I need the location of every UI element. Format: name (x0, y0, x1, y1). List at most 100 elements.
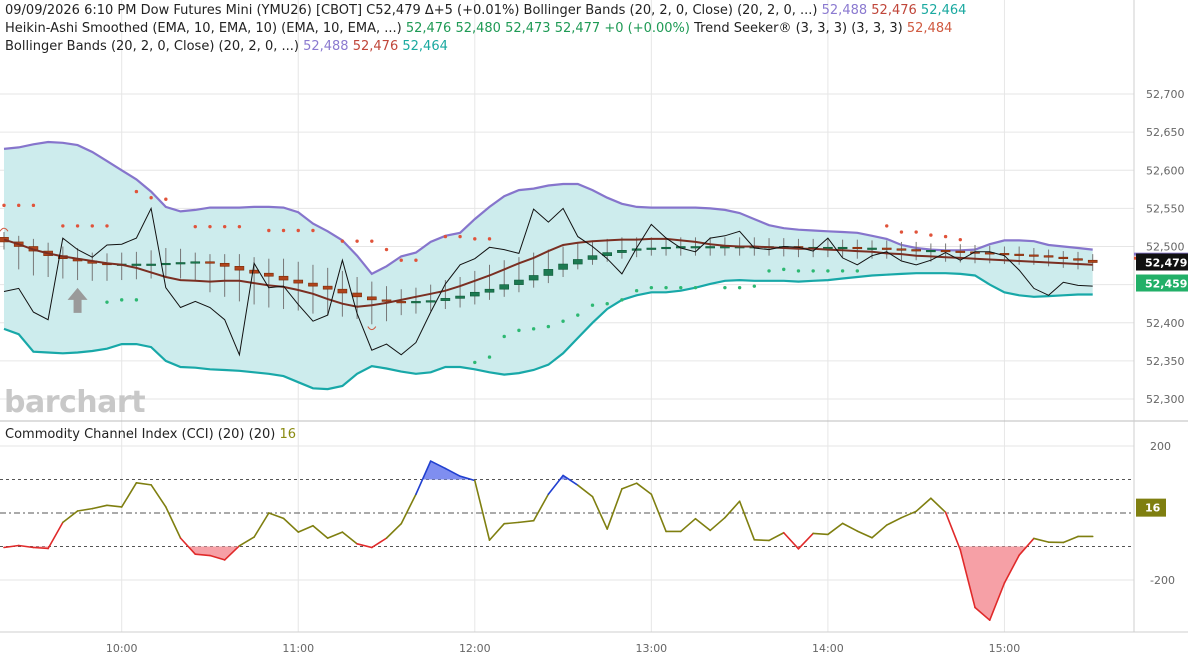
legend-ts-params: (3, 3, 3) (851, 21, 903, 36)
trend-up-arrow-icon (67, 287, 88, 313)
bollinger-middle-line (3, 237, 1093, 308)
ha-candle-down (955, 250, 966, 253)
cci-line-segment (47, 521, 64, 550)
trend-seeker-sell-dot (443, 234, 448, 239)
cci-line-segment (62, 510, 79, 524)
ha-candle-down (396, 301, 407, 304)
trend-seeker-sell-dot (473, 237, 477, 241)
cci-line-segment (679, 517, 697, 533)
close-line (3, 206, 1093, 357)
legend-line-2: Heikin-Ashi Smoothed (EMA, 10, EMA, 10) … (5, 21, 952, 37)
bollinger-lower-line (3, 272, 1093, 391)
legend-ha-params: (EMA, 10, EMA, ...) (281, 21, 402, 36)
cci-line-segment (900, 510, 917, 519)
ha-candle-down (381, 299, 392, 302)
trend-seeker-buy-dot (531, 327, 536, 331)
trend-seeker-sell-dot (105, 224, 109, 228)
bollinger-upper-line (3, 140, 1093, 276)
trend-seeker-buy-dot (502, 334, 506, 339)
cci-line-segment (532, 493, 550, 522)
cci-line-segment (871, 524, 888, 539)
cci-line-segment (179, 537, 197, 556)
cci-line-segment (341, 531, 358, 545)
trend-seeker-buy-dot (634, 289, 639, 293)
trend-seeker-sell-dot (899, 230, 904, 234)
legend-bb-upper: 52,488 (821, 3, 868, 18)
time-tick-label: 15:00 (989, 642, 1021, 655)
trend-seeker-buy-dot (576, 313, 580, 317)
trend-seeker-buy-dot (119, 298, 124, 302)
cci-line-segment (856, 530, 873, 539)
time-tick-label: 14:00 (812, 642, 844, 655)
ha-candle-down (1058, 256, 1069, 259)
trend-seeker-sell-dot (384, 247, 389, 252)
ha-candle-down (234, 266, 245, 271)
legend-ts-label[interactable]: Trend Seeker® (3, 3, 3) (694, 21, 848, 36)
cci-line-segment (738, 500, 756, 541)
ha-candle-up (926, 250, 936, 253)
cci-line-segment (209, 554, 226, 561)
ha-candle-down (219, 262, 230, 267)
ha-candle-up (617, 250, 627, 253)
legend-line-3: Bollinger Bands (20, 2, 0, Close) (20, 2… (5, 39, 448, 55)
ha-candle-up (514, 279, 524, 285)
cci-label[interactable]: Commodity Channel Index (CCI) (20) (5, 427, 245, 442)
price-tick-label: 52,500 (1146, 241, 1185, 254)
legend-bb2-params: (20, 2, 0, ...) (218, 39, 299, 54)
ha-candle-down (205, 261, 215, 264)
cci-line-segment (503, 521, 520, 525)
ha-candle-up (131, 263, 142, 266)
trend-seeker-buy-dot (487, 355, 492, 359)
ha-candle-down (352, 292, 362, 298)
ha-candle-up (690, 246, 701, 249)
cci-tick-label: 200 (1150, 440, 1171, 453)
trend-seeker-buy-dot (693, 285, 698, 290)
trend-seeker-buy-dot (649, 285, 654, 290)
cci-value-tag (1136, 498, 1166, 517)
cci-line-segment (753, 538, 770, 542)
cci-line-segment (268, 512, 285, 520)
trend-seeker-sell-dot (370, 239, 374, 243)
trend-seeker-buy-dot (796, 269, 801, 273)
ha-candle-down (337, 288, 348, 294)
ha-candle-down (881, 247, 892, 250)
cci-line-segment (223, 545, 241, 561)
cci-line-segment (1003, 554, 1020, 584)
trend-seeker-buy-dot (620, 298, 624, 302)
cci-line-segment (591, 495, 609, 530)
ha-candle-down (1014, 253, 1024, 256)
trend-seeker-sell-dot (90, 224, 94, 228)
ha-candle-up (837, 246, 848, 250)
ha-candle-up (469, 291, 480, 297)
cci-line-segment (724, 500, 741, 519)
legend-bb2-label[interactable]: Bollinger Bands (20, 2, 0, Close) (5, 39, 215, 54)
legend-bb-label[interactable]: Bollinger Bands (20, 2, 0, Close) (523, 3, 733, 18)
legend-symbol[interactable]: Dow Futures Mini (YMU26) [CBOT] (140, 3, 363, 18)
cci-line-segment (827, 522, 844, 536)
cci-line-segment (238, 536, 255, 547)
cci-line-segment (562, 474, 579, 486)
legend-ha-label[interactable]: Heikin-Ashi Smoothed (EMA, 10, EMA, 10) (5, 21, 278, 36)
cci-line-segment (930, 497, 947, 514)
cci-line-segment (782, 531, 800, 550)
ha-candle-down (308, 282, 318, 287)
lower-band-tag-text: 52,459 (1145, 278, 1187, 291)
cci-line-segment (194, 553, 211, 557)
legend-bb-lower: 52,464 (920, 3, 967, 18)
cci-line-segment (812, 532, 829, 536)
ha-candle-up (587, 255, 598, 260)
ha-candle-up (631, 248, 642, 251)
cci-line-segment (694, 517, 711, 532)
ha-candle-down (1029, 254, 1039, 257)
trend-seeker-sell-dot (31, 203, 36, 208)
cci-line-segment (488, 522, 506, 541)
legend-ts-value: 52,484 (906, 21, 953, 36)
trend-seeker-sell-dot (943, 234, 948, 239)
trend-seeker-sell-dot (237, 224, 242, 229)
trend-seeker-sell-dot (885, 224, 889, 228)
ha-candle-down (852, 246, 863, 250)
ha-candle-up (602, 252, 613, 256)
legend-bb2-lower: 52,464 (402, 39, 448, 54)
cci-line-segment (621, 482, 638, 490)
